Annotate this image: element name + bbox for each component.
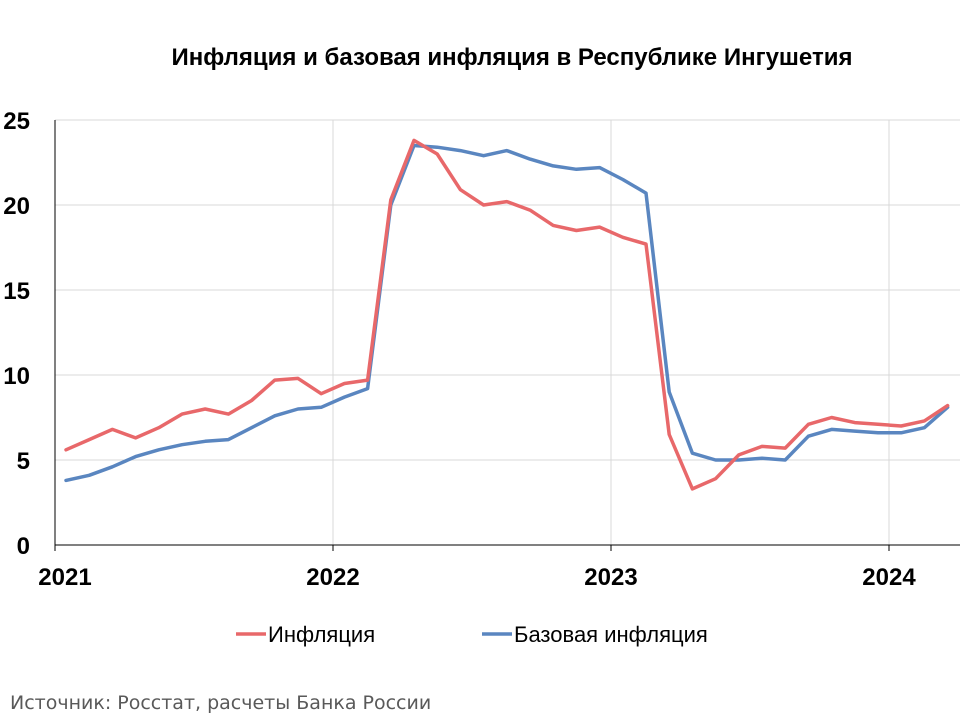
source-note: Источник: Росстат, расчеты Банка России <box>10 692 432 714</box>
axes <box>54 120 960 551</box>
y-tick-label: 25 <box>3 108 30 135</box>
legend-item-inflation-label: Инфляция <box>268 622 375 647</box>
y-tick-label: 15 <box>3 278 30 305</box>
x-tick-label: 2021 <box>38 564 91 591</box>
legend: Инфляция Базовая инфляция <box>236 622 708 647</box>
series-lines <box>64 138 950 491</box>
x-tick-label: 2022 <box>306 564 359 591</box>
y-tick-label: 0 <box>17 533 30 560</box>
chart-title: Инфляция и базовая инфляция в Республике… <box>171 44 853 71</box>
legend-item-core-inflation-label: Базовая инфляция <box>514 622 708 647</box>
y-tick-label: 20 <box>3 193 30 220</box>
x-tick-label: 2023 <box>584 564 637 591</box>
y-tick-labels: 0 5 10 15 20 25 <box>3 108 30 560</box>
x-tick-label: 2024 <box>862 564 916 591</box>
gridlines <box>55 119 960 545</box>
y-tick-label: 5 <box>17 448 30 475</box>
series-line-inflation <box>64 138 950 491</box>
y-tick-label: 10 <box>3 363 30 390</box>
x-tick-labels: 2021 2022 2023 2024 <box>38 564 916 591</box>
series-line-core-inflation <box>64 143 950 483</box>
